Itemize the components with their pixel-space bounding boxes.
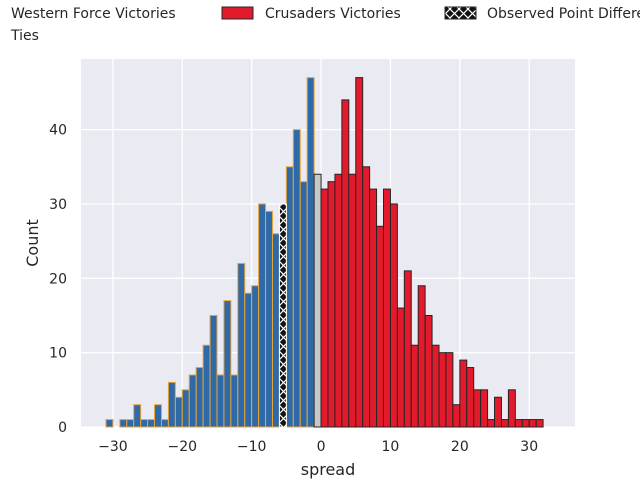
histogram-bar: [188, 374, 197, 428]
histogram-bar: [445, 352, 454, 428]
histogram-bar: [431, 344, 440, 428]
histogram-bar: [514, 419, 523, 428]
histogram-bar: [299, 181, 308, 428]
legend-entry-observed: Observed Point Differential: [444, 6, 640, 22]
histogram-bar: [160, 419, 169, 428]
histogram-bar: [369, 188, 378, 428]
histogram-bar: [154, 404, 162, 428]
histogram-bar: [417, 285, 426, 428]
histogram-bar: [237, 262, 246, 428]
histogram-bar: [334, 173, 343, 428]
legend-swatch-observed: [444, 6, 477, 20]
histogram-bar: [216, 374, 225, 428]
x-axis-ticks: −30 −20 −10 0 10 20 30: [98, 439, 538, 455]
histogram-bar: [271, 233, 280, 428]
histogram-bar: [320, 188, 329, 428]
histogram-bar: [313, 173, 322, 428]
histogram-bar: [403, 270, 412, 428]
histogram-bar: [258, 203, 267, 428]
histogram-bar: [507, 389, 516, 428]
histogram-bar: [355, 77, 364, 428]
histogram-bar: [480, 389, 489, 428]
y-axis-ticks: 0 10 20 30 40: [49, 123, 67, 436]
histogram-bar: [230, 374, 239, 428]
histogram-bar: [528, 419, 537, 428]
histogram-bar: [133, 404, 142, 428]
histogram-bar: [119, 419, 128, 428]
histogram-bar: [410, 344, 419, 428]
histogram-bar: [500, 419, 509, 428]
x-tick-label: 20: [451, 439, 469, 455]
histogram-bar: [147, 419, 156, 428]
histogram-bar: [459, 359, 468, 428]
x-tick-label: −30: [98, 439, 128, 455]
histogram-bar: [494, 396, 502, 428]
legend-entry-western-force: Western Force Victories: [11, 6, 176, 22]
legend-label-ties: Ties: [10, 28, 39, 44]
histogram-bar: [396, 307, 405, 428]
histogram-bar: [376, 225, 385, 428]
histogram-bar: [202, 344, 211, 428]
histogram-bar: [348, 173, 357, 428]
legend: Western Force Victories Crusaders Victor…: [10, 6, 640, 44]
histogram-bar: [473, 389, 482, 428]
histogram-bar: [181, 389, 190, 428]
y-tick-label: 40: [49, 123, 67, 139]
y-axis-label: Count: [23, 219, 42, 267]
histogram-bar: [487, 419, 496, 428]
y-tick-label: 10: [49, 346, 67, 362]
legend-label-crusaders: Crusaders Victories: [265, 6, 401, 22]
histogram-bar: [341, 99, 350, 428]
x-tick-label: 30: [520, 439, 538, 455]
bars: [105, 77, 544, 428]
histogram-bar: [209, 314, 218, 428]
histogram-bar: [244, 292, 253, 428]
histogram-bar: [251, 285, 260, 428]
histogram-bar: [140, 419, 149, 428]
histogram-bar: [452, 404, 461, 428]
histogram-bar: [278, 203, 287, 428]
histogram-bar: [327, 181, 336, 428]
histogram-bar: [424, 314, 433, 428]
y-tick-label: 30: [49, 197, 67, 213]
histogram-bar: [306, 77, 315, 428]
histogram-bar: [292, 129, 301, 428]
x-tick-label: 10: [382, 439, 400, 455]
histogram-bar: [265, 210, 273, 428]
histogram-bar: [389, 203, 398, 428]
histogram-bar: [126, 419, 135, 428]
legend-label-western-force: Western Force Victories: [11, 6, 176, 22]
x-axis-label: spread: [301, 460, 356, 479]
x-tick-label: −10: [237, 439, 267, 455]
legend-swatch-crusaders: [221, 6, 254, 20]
legend-label-observed: Observed Point Differential: [487, 6, 640, 22]
histogram-bar: [105, 419, 114, 428]
histogram-bar: [383, 188, 391, 428]
histogram-bar: [535, 419, 544, 428]
histogram-bar: [167, 381, 176, 428]
histogram-bar: [438, 352, 447, 428]
legend-entry-crusaders: Crusaders Victories: [221, 6, 401, 22]
histogram-bar: [466, 367, 475, 428]
histogram-bar: [362, 166, 371, 428]
histogram-bar: [174, 396, 183, 428]
histogram-bar: [223, 300, 232, 428]
x-tick-label: −20: [168, 439, 198, 455]
y-tick-label: 20: [49, 271, 67, 287]
histogram-bar: [521, 419, 530, 428]
x-tick-label: 0: [317, 439, 326, 455]
histogram-bar: [285, 166, 294, 428]
histogram-bar: [195, 367, 204, 428]
legend-entry-ties: Ties: [10, 28, 39, 44]
y-tick-label: 0: [58, 420, 67, 436]
